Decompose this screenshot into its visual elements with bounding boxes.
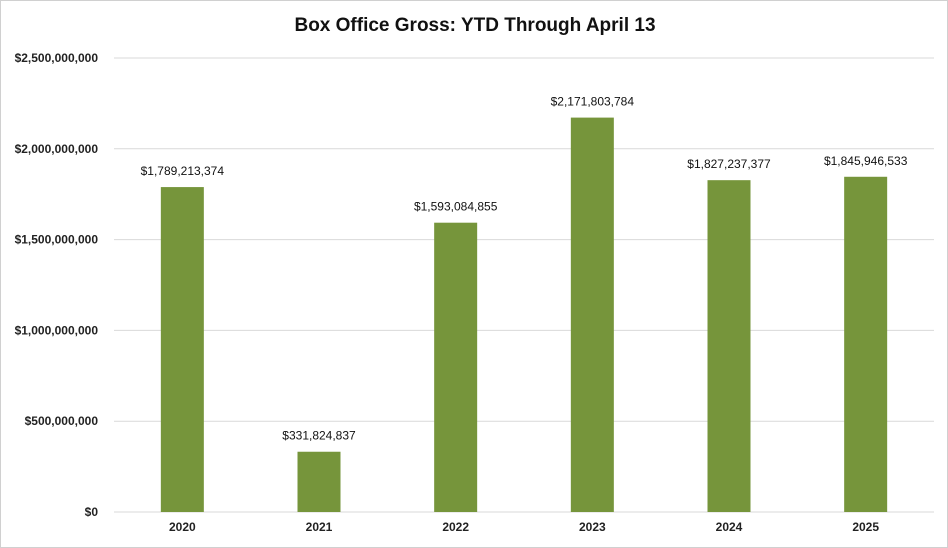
y-axis-tick-labels: $0 $500,000,000 $1,000,000,000 $1,500,000,0… [15,51,99,519]
bar-2023 [570,117,614,512]
y-tick-label: $2,000,000,000 [15,142,99,156]
data-label-2021: $331,824,837 [282,429,356,443]
data-label-2022: $1,593,084,855 [414,200,498,214]
bar-2024 [707,180,751,512]
bar-2020 [160,187,204,512]
x-category-label: 2022 [442,520,469,534]
x-axis-category-labels: 2020 2021 2022 2023 2024 2025 [169,520,879,534]
y-tick-label: $500,000,000 [25,414,99,428]
x-category-label: 2021 [306,520,333,534]
bar-2021 [297,451,341,512]
bars [160,117,888,512]
x-category-label: 2023 [579,520,606,534]
x-category-label: 2020 [169,520,196,534]
gridlines [114,57,934,513]
data-label-2020: $1,789,213,374 [141,164,225,178]
y-tick-label: $1,500,000,000 [15,233,99,247]
data-labels: $1,789,213,374 $331,824,837 $1,593,084,855… [141,95,908,443]
y-tick-label: $0 [85,505,99,519]
x-category-label: 2025 [852,520,879,534]
data-label-2025: $1,845,946,533 [824,154,908,168]
chart-title: Box Office Gross: YTD Through April 13 [294,15,656,36]
bar-2025 [844,176,888,512]
bar-2022 [434,222,478,512]
data-label-2024: $1,827,237,377 [687,157,771,171]
data-label-2023: $2,171,803,784 [551,95,635,109]
y-tick-label: $2,500,000,000 [15,51,99,65]
x-category-label: 2024 [716,520,743,534]
y-tick-label: $1,000,000,000 [15,323,99,337]
